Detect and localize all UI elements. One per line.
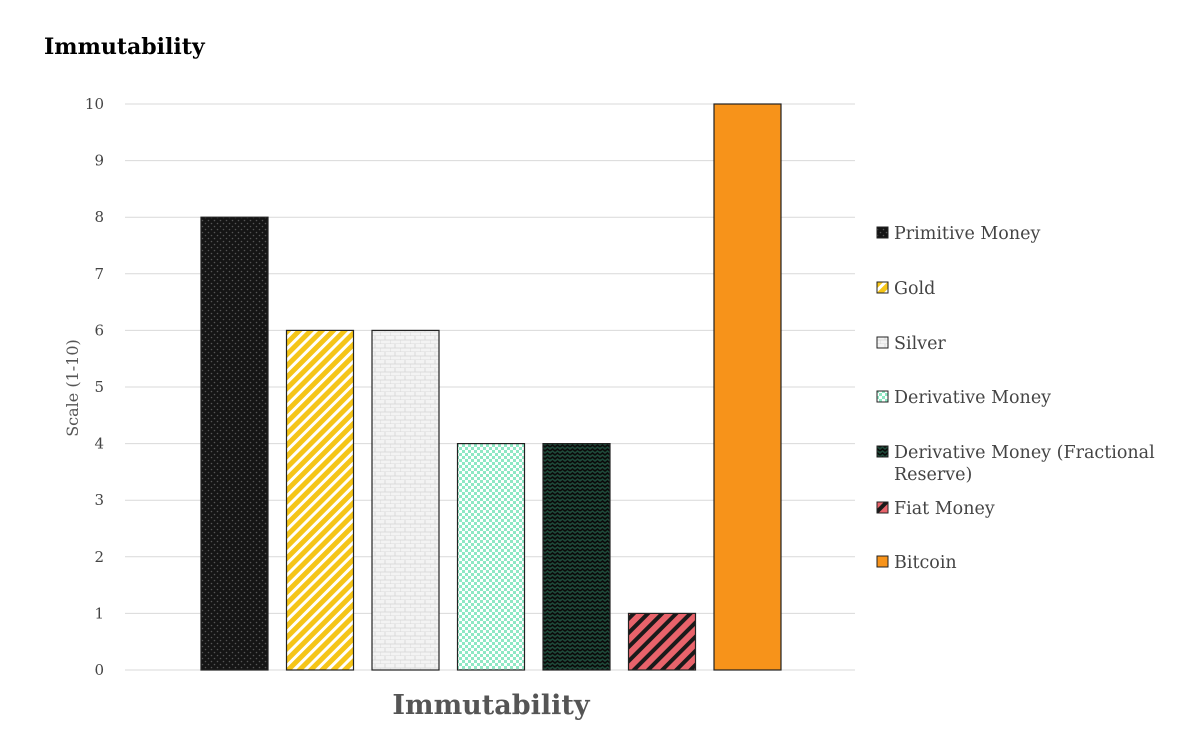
y-axis-ticks: 0 1 2 3 4 5 6 7 8 9 10 [85, 95, 104, 679]
bar-derivative-money-fractional-reserve [542, 443, 611, 671]
y-tick-label: 4 [94, 435, 104, 453]
y-tick-label: 5 [94, 378, 104, 396]
legend: Primitive Money Gold Silver Derivative Mone… [876, 224, 1155, 573]
legend-label: Gold [894, 279, 935, 299]
bar-fiat-money [627, 612, 697, 671]
bars [200, 103, 782, 671]
y-tick-label: 6 [94, 321, 104, 339]
legend-swatch [876, 336, 889, 349]
y-tick-label: 3 [94, 491, 104, 509]
y-axis-label: Scale (1-10) [63, 339, 82, 437]
x-axis-label: Immutability [392, 690, 590, 721]
bar-gold [285, 329, 355, 671]
y-tick-label: 8 [94, 208, 104, 226]
y-tick-label: 2 [94, 548, 104, 566]
legend-swatch [876, 555, 889, 568]
bar-silver [371, 329, 440, 671]
legend-label: Bitcoin [894, 553, 957, 573]
legend-swatch [876, 390, 889, 403]
legend-swatch [876, 445, 889, 458]
legend-label: Primitive Money [894, 224, 1040, 244]
y-tick-label: 7 [94, 265, 104, 283]
legend-label: Derivative Money (Fractional Reserve) [894, 443, 1155, 485]
bar-bitcoin [713, 103, 782, 671]
legend-label: Silver [894, 334, 946, 354]
y-tick-label: 0 [94, 661, 104, 679]
legend-label: Fiat Money [894, 499, 995, 519]
legend-swatch [876, 226, 889, 239]
y-tick-label: 1 [94, 604, 104, 622]
legend-swatch [876, 281, 889, 294]
legend-label: Derivative Money [894, 388, 1051, 408]
y-tick-label: 10 [85, 95, 104, 113]
bar-derivative-money [456, 443, 526, 671]
chart-title: Immutability [44, 34, 205, 60]
legend-swatch [876, 501, 889, 514]
y-tick-label: 9 [94, 152, 104, 170]
bar-primitive-money [200, 216, 269, 671]
